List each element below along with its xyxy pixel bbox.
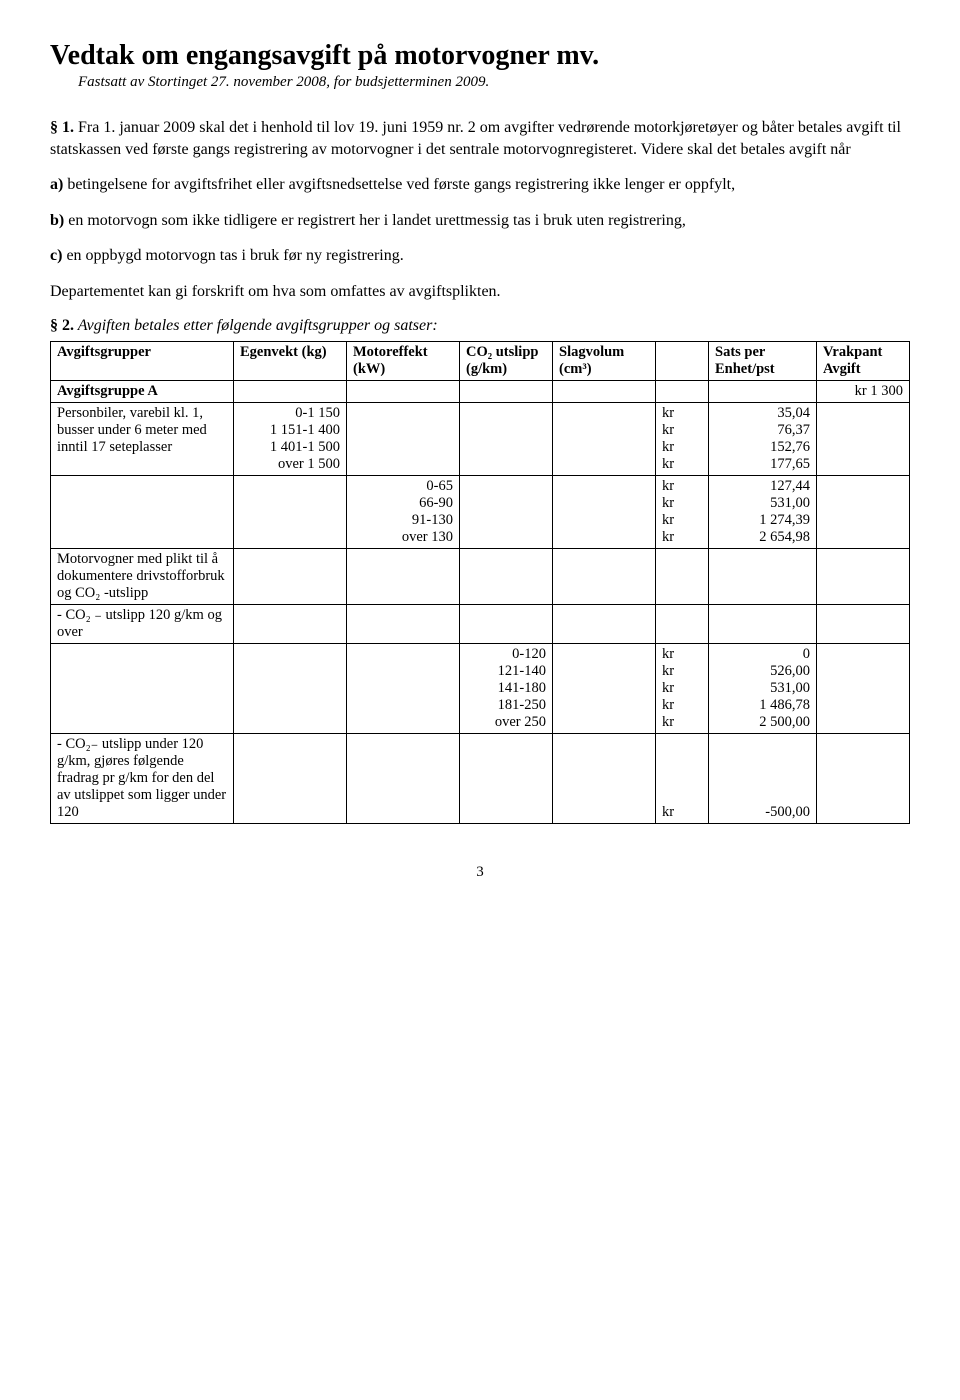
section2-lead: § 2. bbox=[50, 317, 74, 334]
cell-co2-values: 0-120 121-140 141-180 181-250 over 250 bbox=[460, 643, 553, 733]
row-co2-values: 0-120 121-140 141-180 181-250 over 250 k… bbox=[51, 643, 910, 733]
section-2: § 2. Avgiften betales etter følgende avg… bbox=[50, 317, 910, 335]
cell-egen-sats: 35,04 76,37 152,76 177,65 bbox=[709, 402, 817, 475]
cell-group-a-vrak: kr 1 300 bbox=[817, 380, 910, 402]
th-slagvolum: Slagvolum (cm³) bbox=[553, 341, 656, 380]
cell-co2-under-desc: - CO₂₋ utslipp under 120 g/km, gjøres fø… bbox=[51, 733, 234, 823]
avgift-table: Avgiftsgrupper Egenvekt (kg) Motoreffekt… bbox=[50, 341, 910, 824]
cell-motor-values: 0-65 66-90 91-130 over 130 bbox=[347, 475, 460, 548]
item-c: c) en oppbygd motorvogn tas i bruk før n… bbox=[50, 245, 910, 267]
page-number: 3 bbox=[50, 864, 910, 881]
section1-lead: § 1. bbox=[50, 119, 74, 136]
cell-motor-sats: 127,44 531,00 1 274,39 2 654,98 bbox=[709, 475, 817, 548]
th-co2: CO₂ utslipp (g/km) bbox=[460, 341, 553, 380]
th-vrakpant: Vrakpant Avgift bbox=[817, 341, 910, 380]
paragraph-1: § 1. Fra 1. januar 2009 skal det i henho… bbox=[50, 117, 910, 160]
table-header-row: Avgiftsgrupper Egenvekt (kg) Motoreffekt… bbox=[51, 341, 910, 380]
section2-text: Avgiften betales etter følgende avgiftsg… bbox=[74, 317, 438, 334]
cell-plikt-desc: Motorvogner med plikt til å dokumentere … bbox=[51, 548, 234, 604]
cell-group-a-label: Avgiftsgruppe A bbox=[51, 380, 234, 402]
item-a-lead: a) bbox=[50, 176, 63, 193]
th-egenvekt: Egenvekt (kg) bbox=[234, 341, 347, 380]
item-a-text: betingelsene for avgiftsfrihet eller avg… bbox=[63, 176, 735, 193]
cell-co2-under-sats: -500,00 bbox=[709, 733, 817, 823]
row-group-a: Avgiftsgruppe A kr 1 300 bbox=[51, 380, 910, 402]
cell-egen-kr: kr kr kr kr bbox=[656, 402, 709, 475]
th-motoreffekt: Motoreffekt (kW) bbox=[347, 341, 460, 380]
item-a: a) betingelsene for avgiftsfrihet eller … bbox=[50, 174, 910, 196]
cell-personbiler-desc: Personbiler, varebil kl. 1, busser under… bbox=[51, 402, 234, 475]
item-b: b) en motorvogn som ikke tidligere er re… bbox=[50, 210, 910, 232]
cell-co2-120over-desc: - CO₂ ₋ utslipp 120 g/km og over bbox=[51, 604, 234, 643]
cell-co2-kr: kr kr kr kr kr bbox=[656, 643, 709, 733]
row-personbiler: Personbiler, varebil kl. 1, busser under… bbox=[51, 402, 910, 475]
cell-motor-kr: kr kr kr kr bbox=[656, 475, 709, 548]
row-co2-under: - CO₂₋ utslipp under 120 g/km, gjøres fø… bbox=[51, 733, 910, 823]
item-c-lead: c) bbox=[50, 247, 62, 264]
page-title: Vedtak om engangsavgift på motorvogner m… bbox=[50, 40, 910, 72]
th-sats: Sats per Enhet/pst bbox=[709, 341, 817, 380]
row-co2-120over: - CO₂ ₋ utslipp 120 g/km og over bbox=[51, 604, 910, 643]
item-b-lead: b) bbox=[50, 212, 64, 229]
th-blank bbox=[656, 341, 709, 380]
item-b-text: en motorvogn som ikke tidligere er regis… bbox=[64, 212, 686, 229]
row-motoreffekt: 0-65 66-90 91-130 over 130 kr kr kr kr 1… bbox=[51, 475, 910, 548]
section1-text: Fra 1. januar 2009 skal det i henhold ti… bbox=[50, 119, 901, 158]
cell-co2-sats: 0 526,00 531,00 1 486,78 2 500,00 bbox=[709, 643, 817, 733]
cell-co2-under-kr: kr bbox=[656, 733, 709, 823]
paragraph-dept: Departementet kan gi forskrift om hva so… bbox=[50, 281, 910, 303]
cell-egen-values: 0-1 150 1 151-1 400 1 401-1 500 over 1 5… bbox=[234, 402, 347, 475]
item-c-text: en oppbygd motorvogn tas i bruk før ny r… bbox=[62, 247, 403, 264]
subtitle: Fastsatt av Stortinget 27. november 2008… bbox=[78, 74, 910, 91]
th-grupper: Avgiftsgrupper bbox=[51, 341, 234, 380]
row-plikt: Motorvogner med plikt til å dokumentere … bbox=[51, 548, 910, 604]
